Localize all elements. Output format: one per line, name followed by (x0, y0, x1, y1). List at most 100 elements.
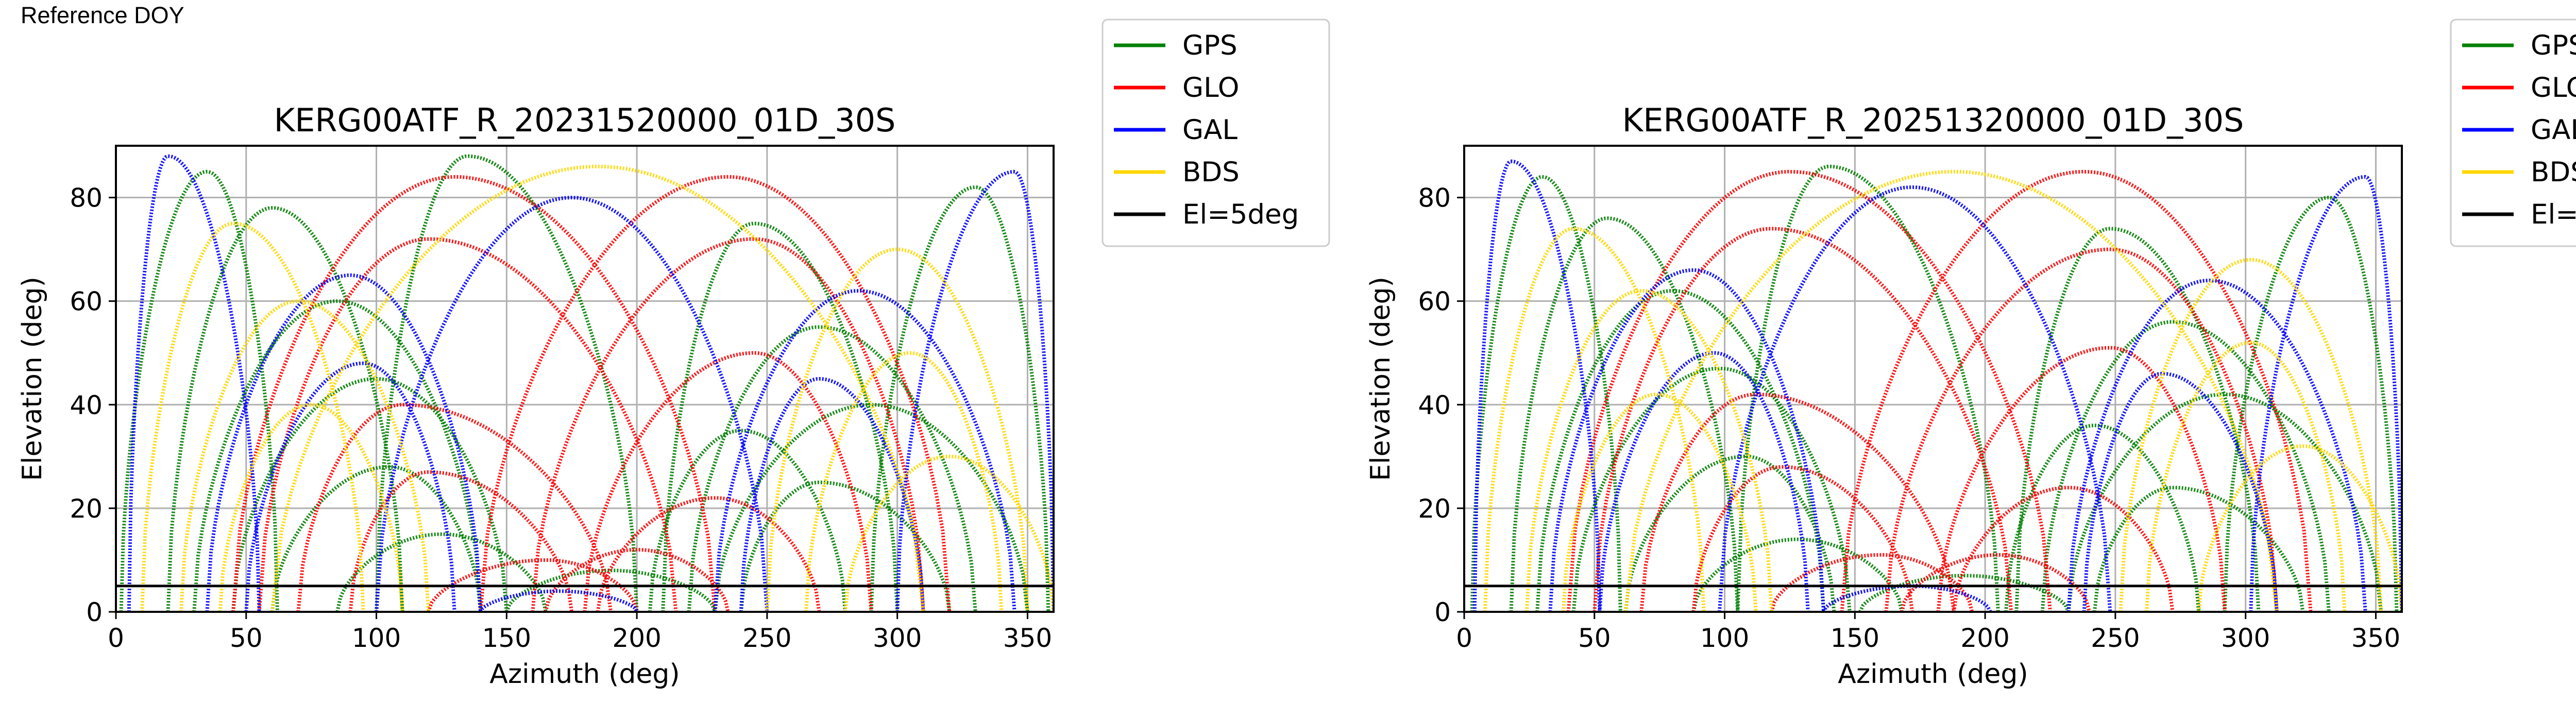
gal-satellite-track (2082, 372, 2279, 612)
gps-satellite-track (687, 325, 977, 612)
glo-satellite-track (1592, 227, 2013, 612)
chart-title: KERG00ATF_R_20251320000_01D_30S (1622, 101, 2244, 139)
reference-doy-label: Reference DOY (21, 2, 184, 28)
glo-satellite-track (231, 175, 717, 612)
legend-frame (1101, 19, 1330, 247)
glo-satellite-track (583, 351, 873, 612)
glo-satellite-track (596, 496, 821, 612)
legend-label: GAL (1182, 114, 1238, 146)
y-tick-label: 20 (1418, 494, 1451, 524)
legend-frame (2450, 19, 2576, 247)
bds-satellite-track (765, 247, 1029, 612)
legend-label: GPS (1182, 30, 1238, 61)
legend-label: BDS (1182, 157, 1240, 188)
bds-satellite-track (804, 351, 1004, 612)
bds-satellite-track (179, 299, 431, 612)
glo-satellite-track (427, 558, 639, 612)
glo-satellite-track (1691, 465, 1914, 612)
x-axis-label: Azimuth (deg) (489, 659, 680, 690)
glo-satellite-track (1900, 553, 2091, 612)
gal-satellite-track (895, 169, 1054, 612)
glo-satellite-track (1936, 346, 2227, 612)
gps-satellite-track (192, 299, 483, 612)
x-tick-label: 200 (1960, 623, 2009, 653)
x-tick-label: 350 (2351, 623, 2400, 653)
legend-label: BDS (2531, 157, 2576, 188)
gal-satellite-track (244, 361, 456, 612)
plot-area (116, 154, 1054, 612)
y-tick-label: 60 (1418, 287, 1451, 317)
glo-satellite-track (296, 403, 613, 612)
x-tick-label: 250 (2091, 623, 2140, 653)
x-tick-label: 0 (1456, 623, 1472, 653)
gal-satellite-track (1717, 185, 2112, 612)
gps-satellite-track (1691, 537, 1904, 612)
x-tick-label: 300 (873, 623, 922, 653)
x-tick-label: 350 (1003, 623, 1052, 653)
gps-satellite-track (869, 185, 1050, 612)
gal-satellite-track (2066, 278, 2367, 612)
gps-satellite-track (2040, 320, 2331, 612)
y-tick-label: 40 (1418, 390, 1451, 420)
bds-satellite-track (218, 403, 404, 612)
bds-satellite-track (843, 454, 1054, 612)
gal-satellite-track (1598, 351, 1810, 612)
gps-satellite-track (713, 403, 1029, 612)
bds-satellite-track (2119, 258, 2383, 612)
glo-satellite-track (544, 547, 730, 612)
gal-satellite-track (1822, 584, 1992, 612)
gal-satellite-track (375, 196, 769, 612)
axes-frame (115, 145, 1055, 613)
x-tick-label: 150 (1831, 623, 1879, 653)
gps-satellite-track (739, 481, 952, 612)
axes-frame (1463, 145, 2403, 613)
glo-satellite-track (1884, 247, 2279, 612)
bds-satellite-track (1561, 392, 1758, 612)
gps-satellite-track (648, 428, 848, 612)
gal-satellite-track (713, 289, 1016, 612)
gps-satellite-track (1470, 175, 1622, 612)
gal-satellite-track (1548, 268, 1826, 612)
y-tick-label: 60 (70, 287, 103, 317)
y-tick-label: 0 (1434, 597, 1451, 627)
gps-satellite-track (1571, 366, 1852, 612)
legend: GPS GLO GAL BDS El=5deg (1101, 19, 1330, 247)
gps-satellite-track (119, 169, 279, 612)
x-tick-label: 0 (108, 623, 124, 653)
x-tick-label: 50 (230, 623, 263, 653)
glo-satellite-track (1770, 553, 1974, 612)
gal-satellite-track (739, 376, 925, 612)
x-tick-label: 300 (2221, 623, 2270, 653)
x-axis-label: Azimuth (deg) (1838, 659, 2028, 690)
glo-satellite-track (479, 175, 952, 612)
glo-satellite-track (1952, 486, 2175, 612)
gps-satellite-track (2004, 423, 2201, 612)
glo-satellite-track (531, 237, 925, 612)
bds-satellite-track (2145, 340, 2347, 612)
x-tick-label: 100 (352, 623, 401, 653)
x-tick-label: 200 (612, 623, 661, 653)
y-tick-label: 20 (70, 494, 103, 524)
legend-label: GAL (2531, 114, 2576, 146)
chart-panel-2: 0 50 100 150 200 250 300 350 0 20 40 60 80 Azimuth (d… (1365, 19, 2576, 690)
bds-satellite-track (1524, 289, 1774, 612)
gal-satellite-track (2249, 175, 2402, 612)
bds-satellite-track (140, 221, 365, 612)
plot-area (1464, 159, 2402, 612)
glo-satellite-track (257, 237, 678, 612)
gps-satellite-track (1623, 454, 1836, 612)
legend: GPS GLO GAL BDS El=5deg (2450, 19, 2576, 247)
gps-satellite-track (270, 465, 483, 612)
y-axis-label: Elevation (deg) (1365, 277, 1396, 481)
chart-panel-1: 0 50 100 150 200 250 300 350 0 20 40 60 80 Azimuth (d… (17, 19, 1330, 690)
y-tick-label: 40 (70, 390, 103, 420)
glo-satellite-track (348, 470, 574, 612)
glo-satellite-track (1566, 169, 2052, 612)
x-tick-label: 250 (742, 623, 791, 653)
chart-title: KERG00ATF_R_20231520000_01D_30S (274, 101, 896, 139)
x-tick-label: 100 (1700, 623, 1749, 653)
gps-satellite-track (335, 532, 548, 612)
gps-satellite-track (231, 376, 509, 612)
gps-satellite-track (1736, 164, 2000, 612)
